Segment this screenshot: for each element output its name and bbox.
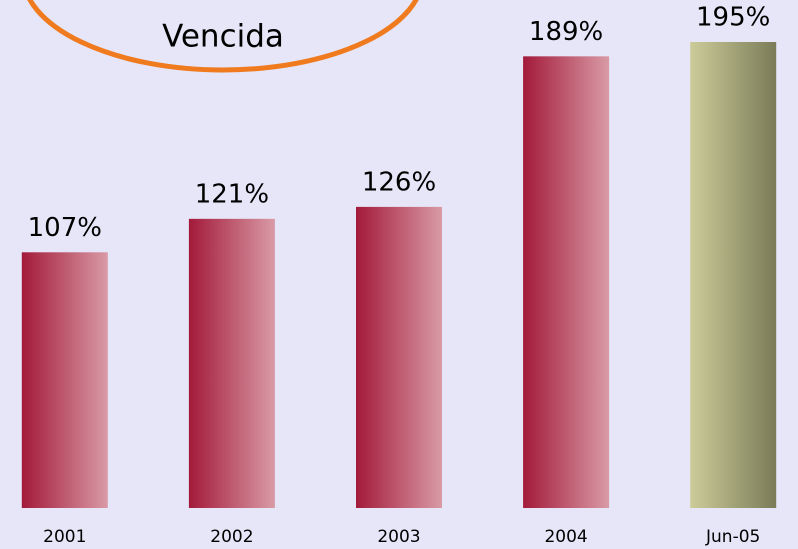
- bar: [523, 56, 610, 508]
- x-tick-label: 2001: [43, 527, 86, 547]
- value-label: 195%: [696, 3, 770, 33]
- bar: [188, 218, 275, 509]
- value-label: 189%: [529, 17, 603, 47]
- value-label: 121%: [195, 179, 269, 209]
- x-tick-label: 2002: [210, 527, 253, 547]
- bar: [21, 252, 108, 508]
- x-tick-label: 2003: [377, 527, 420, 547]
- x-tick-label: 2004: [544, 527, 587, 547]
- value-label: 126%: [362, 167, 436, 197]
- x-tick-label: Jun-05: [705, 527, 760, 547]
- title-ellipse: [27, 0, 419, 73]
- bar: [690, 42, 777, 508]
- value-label: 107%: [28, 213, 102, 243]
- chart-title: Vencida: [162, 19, 284, 55]
- bar: [356, 206, 442, 508]
